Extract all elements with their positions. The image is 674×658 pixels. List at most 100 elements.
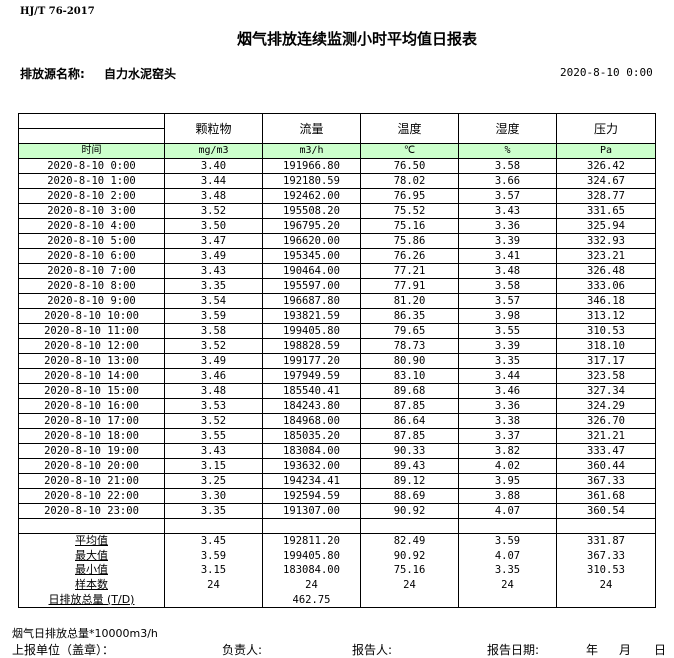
cell-time: 2020-8-10 19:00 bbox=[18, 443, 165, 459]
cell-pressure: 326.42 bbox=[556, 158, 656, 174]
cell-particulate: 3.48 bbox=[164, 188, 263, 204]
col-header-pressure: 压力 bbox=[556, 113, 656, 144]
table-row: 2020-8-10 3:00 3.52 195508.20 75.52 3.43 331.… bbox=[18, 203, 656, 219]
cell-particulate: 3.35 bbox=[164, 278, 263, 294]
cell-particulate: 24 bbox=[164, 577, 263, 593]
cell-particulate: 3.46 bbox=[164, 368, 263, 384]
cell-pressure: 367.33 bbox=[556, 473, 656, 489]
cell-time: 2020-8-10 23:00 bbox=[18, 503, 165, 519]
unit-temperature: ℃ bbox=[360, 143, 459, 159]
cell-humidity: 3.88 bbox=[458, 488, 557, 504]
cell-time: 2020-8-10 10:00 bbox=[18, 308, 165, 324]
cell-humidity: 3.58 bbox=[458, 278, 557, 294]
average-row: 平均值 3.45 192811.20 82.49 3.59 331.87 bbox=[18, 533, 656, 549]
cell-particulate: 3.40 bbox=[164, 158, 263, 174]
cell-time: 2020-8-10 3:00 bbox=[18, 203, 165, 219]
cell-particulate: 3.15 bbox=[164, 563, 263, 578]
cell-particulate: 3.35 bbox=[164, 503, 263, 519]
cell-humidity: 4.07 bbox=[458, 503, 557, 519]
cell-pressure: 331.65 bbox=[556, 203, 656, 219]
cell-particulate: 3.49 bbox=[164, 353, 263, 369]
cell-humidity: 3.38 bbox=[458, 413, 557, 429]
cell-particulate: 3.50 bbox=[164, 218, 263, 234]
table-row: 2020-8-10 14:00 3.46 197949.59 83.10 3.44 323… bbox=[18, 368, 656, 384]
table-row: 2020-8-10 17:00 3.52 184968.00 86.64 3.38 326… bbox=[18, 413, 656, 429]
daily-emission-total-row: 日排放总量 (T/D) 462.75 bbox=[18, 592, 656, 608]
cell-flow: 462.75 bbox=[262, 592, 361, 608]
cell-temperature: 77.91 bbox=[360, 278, 459, 294]
cell-humidity: 3.35 bbox=[458, 353, 557, 369]
cell-humidity: 3.95 bbox=[458, 473, 557, 489]
report-date-label: 报告日期: bbox=[487, 643, 540, 657]
units-row: 时间 mg/m3 m3/h ℃ % Pa bbox=[18, 143, 656, 159]
standard-code: HJ/T 76-2017 bbox=[20, 6, 95, 17]
reporter-label: 报告人: bbox=[352, 643, 393, 657]
responsible-label: 负责人: bbox=[222, 643, 263, 657]
table-row: 2020-8-10 8:00 3.35 195597.00 77.91 3.58 333.… bbox=[18, 278, 656, 294]
table-row: 2020-8-10 16:00 3.53 184243.80 87.85 3.36 324… bbox=[18, 398, 656, 414]
cell-time: 2020-8-10 5:00 bbox=[18, 233, 165, 249]
cell-particulate: 3.58 bbox=[164, 323, 263, 339]
cell-pressure: 346.18 bbox=[556, 293, 656, 309]
cell-humidity: 3.39 bbox=[458, 338, 557, 354]
cell-flow: 183084.00 bbox=[262, 563, 361, 578]
blank-cell bbox=[556, 518, 656, 534]
cell-particulate: 3.54 bbox=[164, 293, 263, 309]
table-row: 2020-8-10 19:00 3.43 183084.00 90.33 3.82 333… bbox=[18, 443, 656, 459]
cell-pressure: 324.67 bbox=[556, 173, 656, 189]
table-row: 2020-8-10 18:00 3.55 185035.20 87.85 3.37 321… bbox=[18, 428, 656, 444]
cell-temperature: 78.02 bbox=[360, 173, 459, 189]
cell-humidity: 3.57 bbox=[458, 293, 557, 309]
source-label: 排放源名称: bbox=[20, 67, 85, 81]
cell-flow: 184243.80 bbox=[262, 398, 361, 414]
summary-label: 样本数 bbox=[18, 577, 165, 593]
cell-temperature: 76.26 bbox=[360, 248, 459, 264]
cell-time: 2020-8-10 0:00 bbox=[18, 158, 165, 174]
cell-pressure: 317.17 bbox=[556, 353, 656, 369]
day-label: 日 bbox=[654, 643, 667, 657]
cell-time: 2020-8-10 13:00 bbox=[18, 353, 165, 369]
cell-pressure: 324.29 bbox=[556, 398, 656, 414]
cell-temperature: 75.16 bbox=[360, 218, 459, 234]
blank-cell bbox=[18, 518, 165, 534]
cell-humidity: 3.59 bbox=[458, 533, 557, 549]
cell-particulate: 3.53 bbox=[164, 398, 263, 414]
cell-pressure: 333.47 bbox=[556, 443, 656, 459]
cell-pressure: 24 bbox=[556, 577, 656, 593]
cell-pressure: 310.53 bbox=[556, 323, 656, 339]
cell-temperature: 90.92 bbox=[360, 548, 459, 564]
cell-time: 2020-8-10 9:00 bbox=[18, 293, 165, 309]
cell-humidity: 3.48 bbox=[458, 263, 557, 279]
max-row: 最大值 3.59 199405.80 90.92 4.07 367.33 bbox=[18, 548, 656, 564]
cell-pressure: 332.93 bbox=[556, 233, 656, 249]
cell-flow: 192462.00 bbox=[262, 188, 361, 204]
cell-temperature: 87.85 bbox=[360, 428, 459, 444]
corner-cell bbox=[18, 113, 165, 129]
month-label: 月 bbox=[619, 643, 632, 657]
cell-time: 2020-8-10 4:00 bbox=[18, 218, 165, 234]
cell-humidity: 3.41 bbox=[458, 248, 557, 264]
unit-flow: m3/h bbox=[262, 143, 361, 159]
cell-flow: 190464.00 bbox=[262, 263, 361, 279]
cell-time: 2020-8-10 22:00 bbox=[18, 488, 165, 504]
cell-flow: 185035.20 bbox=[262, 428, 361, 444]
cell-pressure: 323.58 bbox=[556, 368, 656, 384]
cell-temperature: 81.20 bbox=[360, 293, 459, 309]
cell-pressure: 323.21 bbox=[556, 248, 656, 264]
cell-flow: 183084.00 bbox=[262, 443, 361, 459]
unit-particulate: mg/m3 bbox=[164, 143, 263, 159]
cell-temperature: 83.10 bbox=[360, 368, 459, 384]
table-row: 2020-8-10 9:00 3.54 196687.80 81.20 3.57 346.… bbox=[18, 293, 656, 309]
col-header-humidity: 湿度 bbox=[458, 113, 557, 144]
cell-pressure: 361.68 bbox=[556, 488, 656, 504]
corner-cell-lower bbox=[18, 128, 165, 144]
summary-label: 最大值 bbox=[18, 548, 165, 564]
cell-time: 2020-8-10 12:00 bbox=[18, 338, 165, 354]
table-row: 2020-8-10 13:00 3.49 199177.20 80.90 3.35 317… bbox=[18, 353, 656, 369]
cell-time: 2020-8-10 8:00 bbox=[18, 278, 165, 294]
cell-pressure: 326.48 bbox=[556, 263, 656, 279]
col-header-temperature: 温度 bbox=[360, 113, 459, 144]
cell-time: 2020-8-10 20:00 bbox=[18, 458, 165, 474]
cell-humidity: 3.39 bbox=[458, 233, 557, 249]
report-table: 颗粒物 流量 温度 湿度 压力 时间 mg/m3 m3/h ℃ % Pa 202… bbox=[18, 113, 656, 608]
